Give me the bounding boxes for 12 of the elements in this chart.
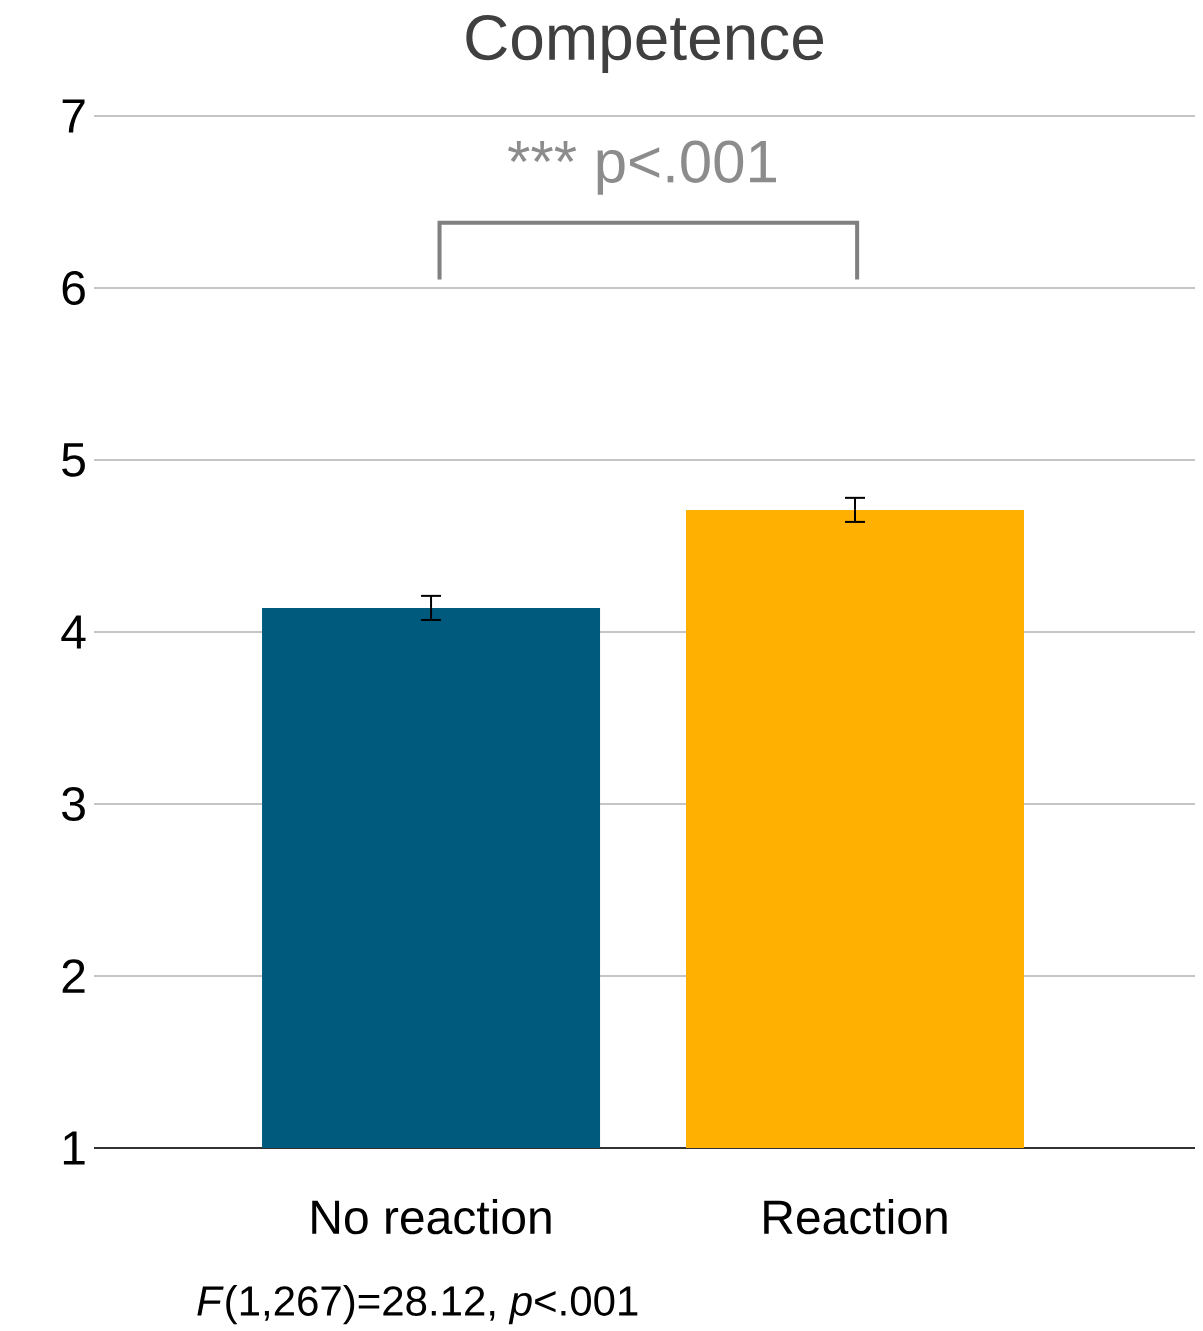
chart-title: Competence: [466, 14, 824, 73]
text: F(1,267)=28.12, p<.001: [197, 1285, 638, 1325]
y-tick-label: 6: [62, 271, 85, 305]
y-tick-label: 7: [62, 99, 85, 133]
y-tick-label: 5: [62, 443, 85, 477]
y-tick-label: 2: [62, 959, 85, 993]
x-tick-label: No reaction: [312, 1199, 551, 1235]
x-tick-label: Reaction: [764, 1199, 947, 1235]
y-tick-label: 4: [61, 615, 86, 649]
annotation: *** p<.001: [508, 140, 776, 195]
y-tick-label: 3: [62, 787, 85, 821]
y-tick-label: 1: [63, 1131, 85, 1165]
